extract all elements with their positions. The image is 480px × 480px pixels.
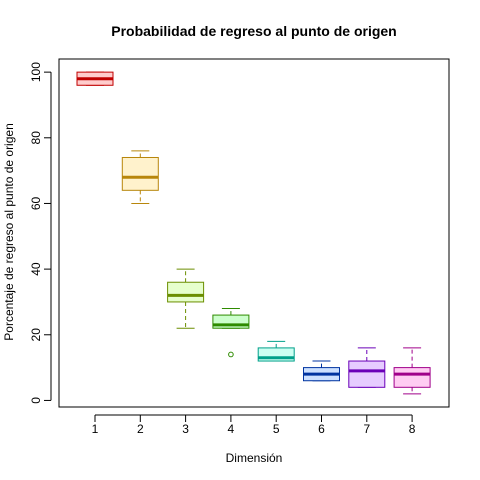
x-tick-label: 3 (182, 422, 189, 436)
y-tick-label: 40 (29, 262, 43, 276)
box-2 (121, 150, 159, 204)
x-tick-label: 7 (363, 422, 370, 436)
x-tick-label: 1 (92, 422, 99, 436)
box-8 (393, 347, 431, 395)
x-tick-label: 8 (409, 422, 416, 436)
y-axis: 0 20 40 60 80 100 (29, 62, 52, 404)
box-iqr (167, 281, 205, 303)
x-tick-label: 4 (228, 422, 235, 436)
x-axis: 1 2 3 4 5 6 7 8 (92, 414, 416, 436)
x-tick-label: 2 (137, 422, 144, 436)
outlier-point (228, 351, 234, 358)
x-tick-label: 5 (273, 422, 280, 436)
y-axis-label: Porcentaje de regreso al punto de origen (2, 123, 16, 340)
y-tick-label: 20 (29, 328, 43, 342)
y-tick-label: 100 (29, 62, 43, 82)
box-iqr (121, 156, 159, 191)
y-tick-label: 80 (29, 131, 43, 145)
box-5 (257, 340, 295, 362)
box-4 (212, 308, 250, 358)
box-1 (76, 71, 114, 86)
y-tick-label: 0 (29, 397, 43, 404)
boxes-layer (76, 71, 431, 395)
box-6 (303, 360, 340, 382)
x-axis-label: Dimensión (226, 451, 283, 465)
x-tick-label: 6 (318, 422, 325, 436)
chart-title: Probabilidad de regreso al punto de orig… (111, 23, 396, 39)
box-7 (348, 347, 386, 388)
box-iqr (348, 360, 386, 388)
y-tick-label: 60 (29, 196, 43, 210)
plot-frame (58, 58, 450, 408)
box-iqr (393, 367, 431, 388)
box-3 (167, 268, 205, 329)
